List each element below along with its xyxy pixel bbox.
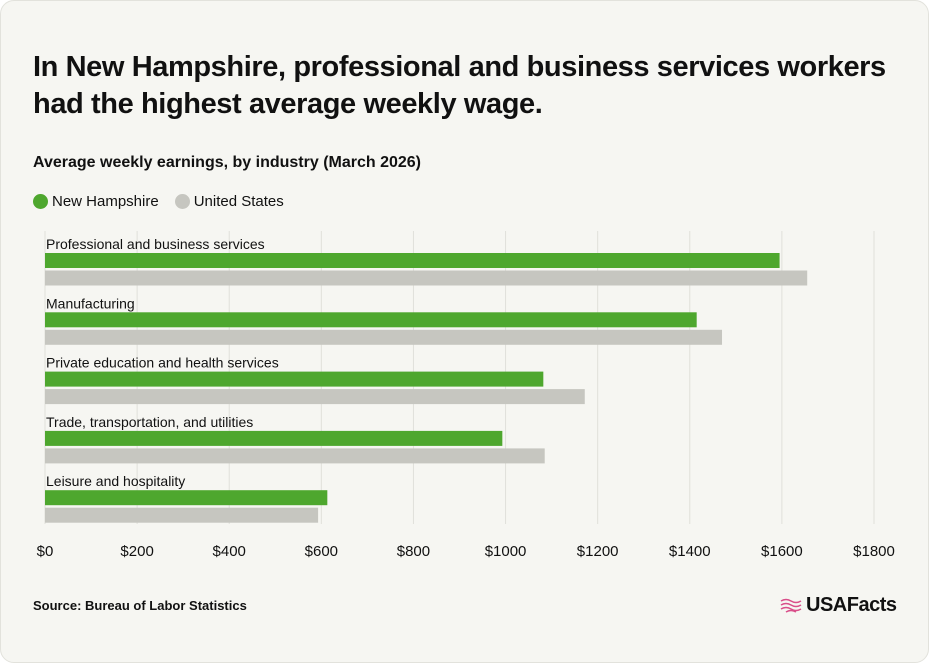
chart-title: In New Hampshire, professional and busin… bbox=[33, 51, 886, 120]
usafacts-logo: USAFacts bbox=[780, 594, 897, 617]
x-tick-label-8: $1600 bbox=[761, 543, 803, 560]
legend-swatch-united-states bbox=[174, 194, 190, 209]
x-tick-label-2: $400 bbox=[213, 543, 246, 560]
x-tick-label-5: $1000 bbox=[485, 543, 527, 560]
brand-name: USAFacts bbox=[806, 594, 897, 616]
x-tick-label-4: $800 bbox=[397, 543, 430, 560]
category-label-4: Leisure and hospitality bbox=[46, 473, 185, 489]
bar-new-hampshire-1 bbox=[45, 312, 697, 328]
flag-icon bbox=[780, 598, 802, 613]
bar-new-hampshire-0 bbox=[45, 253, 780, 268]
source-note: Source: Bureau of Labor Statistics bbox=[33, 598, 247, 613]
legend-item-united-states: United States bbox=[174, 193, 284, 210]
x-tick-label-9: $1800 bbox=[853, 543, 895, 560]
legend: New Hampshire United States bbox=[33, 193, 300, 210]
x-tick-label-7: $1400 bbox=[669, 543, 711, 560]
bar-new-hampshire-4 bbox=[45, 490, 328, 506]
x-tick-label-3: $600 bbox=[305, 543, 338, 560]
category-label-1: Manufacturing bbox=[46, 295, 135, 311]
bar-united-states-4 bbox=[45, 507, 319, 523]
bar-united-states-0 bbox=[45, 270, 808, 286]
bar-new-hampshire-2 bbox=[45, 371, 544, 387]
legend-label-new-hampshire: New Hampshire bbox=[52, 193, 159, 210]
bar-new-hampshire-3 bbox=[45, 430, 503, 446]
bar-united-states-1 bbox=[45, 329, 723, 345]
x-tick-label-6: $1200 bbox=[577, 543, 619, 560]
legend-item-new-hampshire: New Hampshire bbox=[33, 193, 159, 210]
bar-united-states-2 bbox=[45, 389, 585, 405]
legend-label-united-states: United States bbox=[193, 193, 284, 210]
category-label-0: Professional and business services bbox=[46, 236, 265, 252]
bar-chart: $0 $200 $400 $600 $800 $1000 $1200 $1400 $1600 $1… bbox=[37, 231, 895, 560]
bar-united-states-3 bbox=[45, 448, 545, 464]
chart-subtitle: Average weekly earnings, by industry (Ma… bbox=[33, 154, 422, 171]
legend-swatch-new-hampshire bbox=[33, 194, 48, 209]
x-tick-label-1: $200 bbox=[120, 543, 153, 560]
x-tick-label-0: $0 bbox=[37, 543, 54, 560]
category-label-3: Trade, transportation, and utilities bbox=[46, 414, 253, 430]
category-label-2: Private education and health services bbox=[46, 355, 279, 371]
